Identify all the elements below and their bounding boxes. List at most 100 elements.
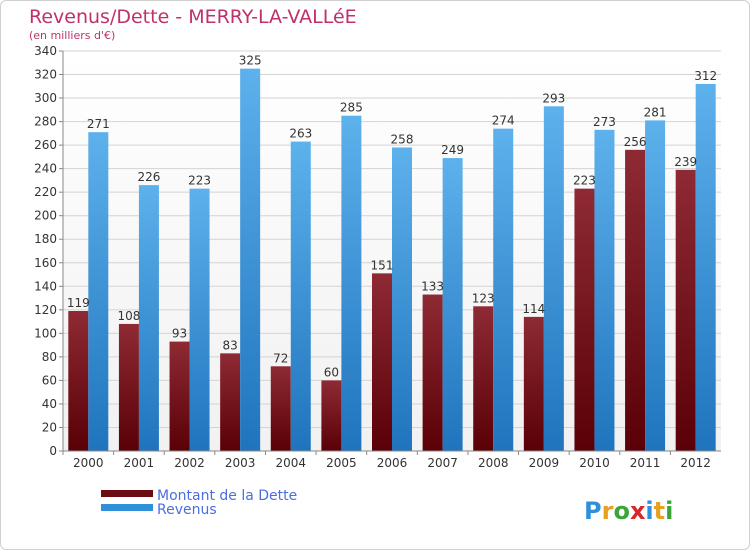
bar-revenus — [442, 158, 463, 451]
y-tick-label: 180 — [34, 232, 57, 246]
value-label: 119 — [67, 296, 90, 310]
y-tick-label: 40 — [42, 397, 57, 411]
logo-letter: x — [630, 497, 646, 525]
value-label: 273 — [593, 115, 616, 129]
x-axis-ticks: 2000 2001 2002 2003 2004 2005 2006 2007 2008 2009… — [62, 451, 711, 470]
value-label: 60 — [324, 365, 339, 379]
chart-title: Revenus/Dette - MERRY-LA-VALLéE — [29, 6, 357, 28]
y-tick-label: 140 — [34, 279, 57, 293]
y-tick-label: 260 — [34, 138, 57, 152]
x-tick-label: 2000 — [73, 456, 104, 470]
value-label: 263 — [289, 127, 312, 141]
bar-revenus — [341, 115, 362, 452]
logo-letter: P — [584, 497, 602, 525]
y-tick-label: 300 — [34, 91, 57, 105]
bar-revenus — [392, 147, 412, 451]
logo-letter: i — [665, 497, 673, 525]
legend-swatch-revenus — [101, 504, 153, 511]
value-label: 271 — [87, 117, 110, 131]
value-label: 281 — [644, 105, 667, 119]
logo-letter: i — [645, 497, 653, 525]
bar-revenus — [88, 132, 109, 452]
bar-dette — [372, 273, 392, 451]
y-axis-ticks: 0 20 40 60 80 100 120 140 160 180 200 220 240 260 280 3… — [34, 44, 63, 458]
chart-subtitle: (en milliers d'€) — [29, 29, 116, 42]
y-tick-label: 200 — [34, 209, 57, 223]
legend: Montant de la Dette Revenus — [101, 488, 297, 518]
y-tick-label: 340 — [34, 44, 57, 58]
value-label: 274 — [492, 114, 515, 128]
x-tick-label: 2009 — [529, 456, 560, 470]
bar-revenus — [493, 128, 514, 451]
y-tick-label: 60 — [42, 373, 57, 387]
bar-revenus — [695, 83, 716, 452]
value-label: 256 — [624, 135, 647, 149]
value-label: 325 — [239, 54, 262, 68]
y-tick-label: 280 — [34, 115, 57, 129]
value-label: 223 — [573, 174, 596, 188]
value-label: 249 — [441, 143, 464, 157]
y-tick-label: 120 — [34, 303, 57, 317]
bar-revenus — [290, 141, 311, 451]
value-label: 239 — [674, 155, 697, 169]
value-label: 312 — [694, 69, 717, 83]
y-tick-label: 160 — [34, 256, 57, 270]
bar-revenus — [240, 68, 261, 451]
y-tick-label: 0 — [49, 444, 57, 458]
x-tick-label: 2001 — [124, 456, 155, 470]
legend-swatch-dette — [101, 490, 153, 497]
logo-letter: o — [613, 497, 630, 525]
y-tick-label: 240 — [34, 162, 57, 176]
bar-dette — [169, 341, 190, 451]
y-tick-label: 320 — [34, 68, 57, 82]
y-tick-label: 220 — [34, 185, 57, 199]
bar-dette — [625, 149, 646, 451]
value-labels: 119 271 108 226 93 223 83 325 72 263 60 285 151 258 13… — [67, 54, 717, 380]
logo-text: Proxiti — [584, 497, 673, 525]
bar-dette — [675, 169, 696, 451]
value-label: 223 — [188, 174, 211, 188]
value-label: 93 — [172, 327, 187, 341]
y-tick-label: 100 — [34, 326, 57, 340]
bar-dette — [321, 380, 342, 451]
legend-label-dette: Montant de la Dette — [157, 488, 297, 504]
value-label: 151 — [371, 258, 394, 272]
value-label: 123 — [472, 291, 495, 305]
bar-dette — [523, 316, 544, 451]
bar-revenus — [138, 185, 159, 451]
bar-dette — [270, 366, 291, 451]
x-tick-label: 2002 — [174, 456, 205, 470]
value-label: 108 — [117, 309, 140, 323]
x-tick-label: 2005 — [326, 456, 357, 470]
x-tick-label: 2004 — [275, 456, 306, 470]
bar-dette — [68, 311, 89, 451]
x-tick-label: 2012 — [680, 456, 711, 470]
value-label: 72 — [273, 351, 288, 365]
value-label: 133 — [421, 280, 444, 294]
x-tick-label: 2008 — [478, 456, 509, 470]
bar-revenus — [189, 188, 210, 451]
value-label: 258 — [391, 132, 414, 146]
bar-dette — [220, 353, 241, 451]
bar-dette — [473, 306, 494, 451]
y-tick-label: 20 — [42, 420, 57, 434]
x-tick-label: 2011 — [630, 456, 661, 470]
bar-revenus — [543, 106, 564, 451]
proxiti-logo: Proxiti — [584, 497, 673, 525]
bar-dette — [118, 323, 139, 451]
bar-dette — [422, 294, 443, 451]
value-label: 114 — [522, 302, 545, 316]
bars — [68, 68, 716, 452]
value-label: 293 — [542, 91, 565, 105]
legend-label-revenus: Revenus — [157, 502, 217, 518]
value-label: 83 — [223, 338, 238, 352]
value-label: 226 — [137, 170, 160, 184]
y-tick-label: 80 — [42, 350, 57, 364]
bar-revenus — [645, 120, 666, 451]
logo-letter: r — [602, 497, 614, 525]
x-tick-label: 2003 — [225, 456, 256, 470]
x-tick-label: 2007 — [427, 456, 458, 470]
logo-letter: t — [654, 497, 665, 525]
